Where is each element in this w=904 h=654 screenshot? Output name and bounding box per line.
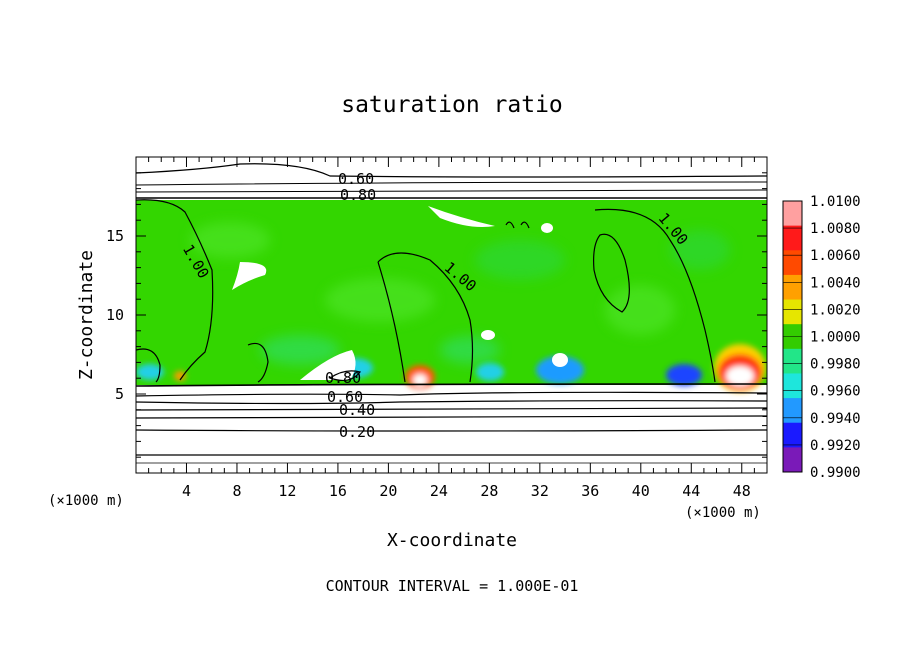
contours xyxy=(136,163,767,464)
colorbar-swatch xyxy=(783,201,802,227)
contour-label: 0.60 xyxy=(338,170,374,188)
colorbar-label: 1.0080 xyxy=(810,221,861,237)
colorbar-swatch xyxy=(783,299,802,325)
x-axis-label: X-coordinate xyxy=(387,530,517,551)
colorbar-label: 1.0060 xyxy=(810,248,861,264)
contour-labels: 0.60 0.80 1.00 1.00 1.00 0.80 0.60 0.40 … xyxy=(179,170,692,441)
x-tick-label: 24 xyxy=(430,482,448,500)
plot-area xyxy=(136,157,767,473)
colorbar-swatch xyxy=(783,274,802,301)
field-texture xyxy=(190,222,730,365)
contour-label: 0.80 xyxy=(340,186,376,204)
x-tick-label: 48 xyxy=(733,482,751,500)
x-tick-label: 36 xyxy=(581,482,599,500)
colorbar-swatch xyxy=(783,225,802,251)
colorbar-label: 0.9900 xyxy=(810,465,861,481)
contour-label: 0.40 xyxy=(339,401,375,419)
x-tick-label: 40 xyxy=(632,482,650,500)
x-tick-label: 12 xyxy=(278,482,296,500)
colorbar-label: 0.9940 xyxy=(810,411,861,427)
colorbar-swatch xyxy=(783,398,802,424)
colorbar-swatch xyxy=(783,422,802,448)
y-axis: 5 10 15 xyxy=(106,172,767,458)
x-tick-label: 4 xyxy=(182,482,191,500)
x-unit-label-right: (×1000 m) xyxy=(685,505,761,521)
x-tick-label: 44 xyxy=(682,482,700,500)
colorbar-swatch xyxy=(783,250,802,276)
x-tick-label: 8 xyxy=(232,482,241,500)
colorbar-label: 0.9980 xyxy=(810,357,861,373)
y-tick-label: 15 xyxy=(106,227,124,245)
anomalies xyxy=(136,344,766,392)
contour-label: 0.80 xyxy=(325,369,361,387)
y-tick-label: 5 xyxy=(115,385,124,403)
contour-label: 0.60 xyxy=(327,388,363,406)
y-axis-label: Z-coordinate xyxy=(76,250,97,380)
colorbar: 1.0100 1.0080 1.0060 1.0040 1.0020 1.0000 0.99… xyxy=(782,194,861,481)
colorbar-label: 1.0040 xyxy=(810,275,861,291)
colorbar-label: 0.9960 xyxy=(810,384,861,400)
contour-label: 0.20 xyxy=(339,423,375,441)
x-tick-label: 16 xyxy=(329,482,347,500)
x-axis: 4 8 12 16 20 24 28 32 36 40 44 48 xyxy=(148,157,755,500)
contour-interval: CONTOUR INTERVAL = 1.000E-01 xyxy=(326,577,579,595)
colorbar-label: 1.0100 xyxy=(810,194,861,210)
y-tick-label: 10 xyxy=(106,306,124,324)
colorbar-swatch xyxy=(783,447,802,473)
x-unit-label-left: (×1000 m) xyxy=(48,493,124,509)
colorbar-label: 1.0000 xyxy=(810,330,861,346)
chart-title: saturation ratio xyxy=(341,92,563,118)
x-tick-label: 20 xyxy=(379,482,397,500)
colorbar-swatch xyxy=(783,373,802,399)
colorbar-swatch xyxy=(783,348,802,374)
x-tick-label: 32 xyxy=(531,482,549,500)
colorbar-label: 1.0020 xyxy=(810,302,861,318)
colorbar-label: 0.9920 xyxy=(810,438,861,454)
x-tick-label: 28 xyxy=(480,482,498,500)
